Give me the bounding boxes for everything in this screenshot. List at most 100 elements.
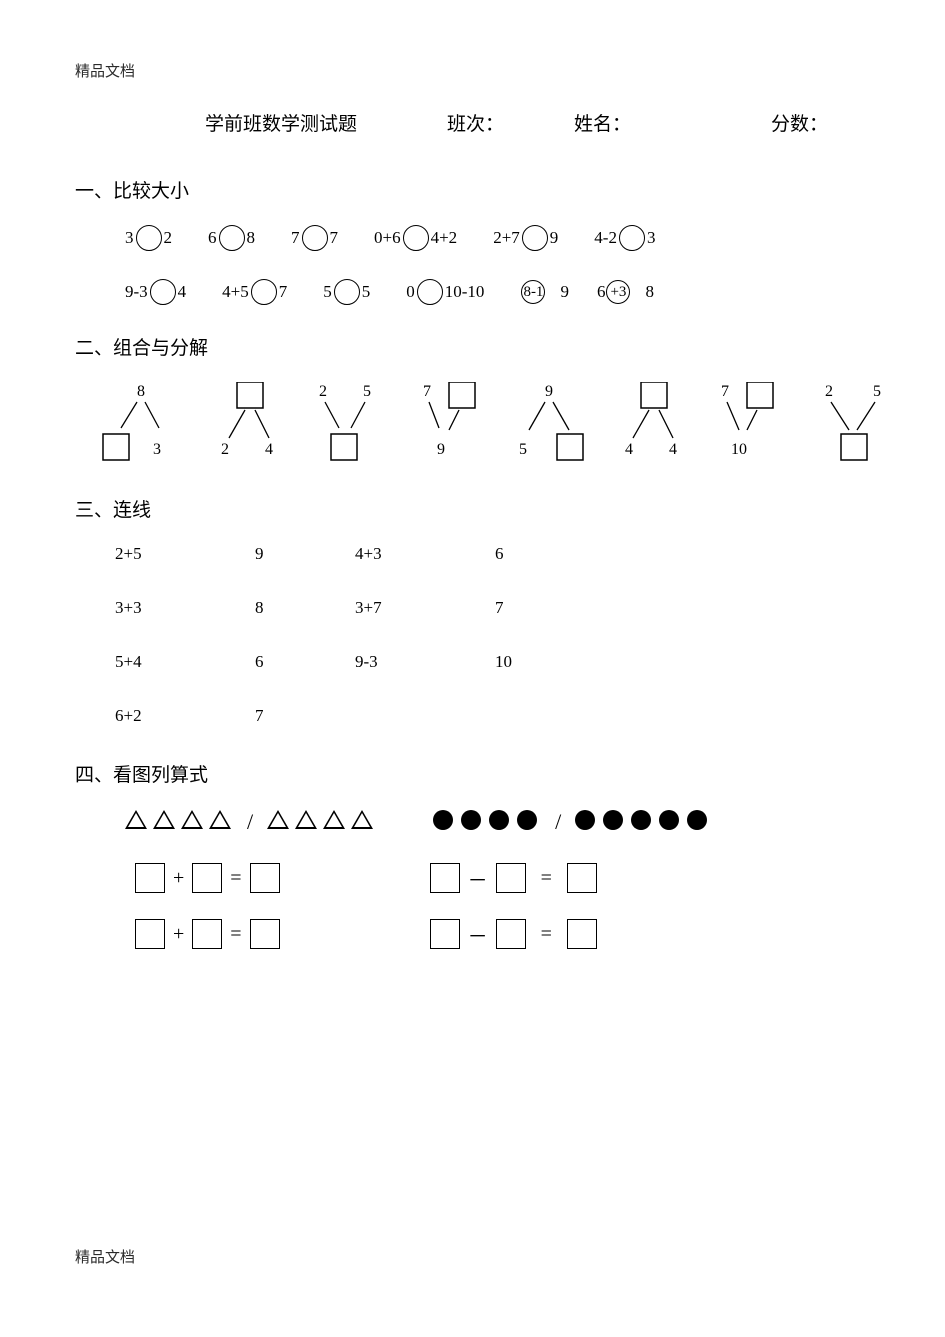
match-answer: 7: [495, 598, 595, 618]
compare-row-2: 9-3 4 4+5 7 5 5 0 10-10 8-1 9 6+3 8: [125, 279, 870, 305]
header-watermark: 精品文档: [75, 60, 870, 81]
match-answer: [495, 706, 595, 726]
equation-right: － =: [425, 863, 602, 893]
cmp-left: 0+6: [374, 228, 401, 248]
triangle-icon: [181, 810, 203, 829]
cmp-item: 5 5: [323, 279, 370, 305]
decomp-top: 7: [423, 383, 431, 400]
decomp-right: 4: [669, 441, 677, 458]
separator-slash: /: [555, 809, 561, 835]
section2-heading: 二、组合与分解: [75, 333, 870, 360]
answer-box: [430, 919, 460, 949]
match-answer: 7: [255, 706, 355, 726]
circled-value: +3: [606, 280, 630, 304]
cmp-item: 6 8: [208, 225, 255, 251]
circled-value: 8-1: [521, 280, 545, 304]
cmp-left: 2+7: [493, 228, 520, 248]
dot-icon: [461, 810, 481, 830]
cmp-right: 2: [164, 228, 173, 248]
operator-minus: －: [468, 864, 488, 893]
answer-box: [135, 919, 165, 949]
cmp-left: 4+5: [222, 282, 249, 302]
cmp-left: 4-2: [594, 228, 617, 248]
match-answer: 10: [495, 652, 595, 672]
triangle-icon: [323, 810, 345, 829]
cmp-left: 3: [125, 228, 134, 248]
triangle-group-left: [125, 810, 233, 834]
equation-left: + =: [130, 863, 285, 893]
cmp-item: 4+5 7: [222, 279, 287, 305]
equals-sign: =: [230, 867, 241, 890]
compare-circle: [417, 279, 443, 305]
cmp-left-prefix: 6: [597, 282, 606, 302]
decomp-right: 4: [265, 441, 273, 458]
compare-circle: [522, 225, 548, 251]
cmp-left: 0: [406, 282, 415, 302]
compare-circle: [619, 225, 645, 251]
decomp-right: 3: [153, 441, 161, 458]
decomp-bottom: 10: [731, 441, 747, 458]
answer-box: [192, 863, 222, 893]
worksheet-page: 精品文档 学前班数学测试题 班次： 姓名： 分数： 一、比较大小 3 2 6 8…: [0, 0, 945, 1337]
decomp-left: 2: [825, 383, 833, 400]
match-expr: 3+7: [355, 598, 495, 618]
answer-box: [192, 919, 222, 949]
matching-table: 2+5 9 4+3 6 3+3 8 3+7 7 5+4 6 9-3 10 6+2…: [115, 544, 870, 726]
dot-icon: [575, 810, 595, 830]
separator-slash: /: [247, 809, 253, 835]
answer-box: [430, 863, 460, 893]
operator-plus: +: [173, 923, 184, 946]
dot-icon: [489, 810, 509, 830]
answer-box: [496, 863, 526, 893]
cmp-left: 9-3: [125, 282, 148, 302]
answer-box: [250, 863, 280, 893]
match-answer: 6: [255, 652, 355, 672]
answer-box: [135, 863, 165, 893]
match-expr: 9-3: [355, 652, 495, 672]
title-row: 学前班数学测试题 班次： 姓名： 分数：: [205, 109, 870, 136]
cmp-item: 4-2 3: [594, 225, 655, 251]
answer-box: [331, 434, 357, 460]
cmp-right: 8: [247, 228, 256, 248]
section3-heading: 三、连线: [75, 495, 870, 522]
cmp-right: 7: [279, 282, 288, 302]
operator-plus: +: [173, 867, 184, 890]
match-answer: 8: [255, 598, 355, 618]
triangle-icon: [125, 810, 147, 829]
cmp-left: 7: [291, 228, 300, 248]
answer-box: [841, 434, 867, 460]
picture-row: / /: [125, 809, 870, 835]
cmp-right: 9: [560, 282, 569, 302]
section4-heading: 四、看图列算式: [75, 760, 870, 787]
answer-box: [237, 382, 263, 408]
decomp-right: 5: [873, 383, 881, 400]
cmp-item: 0+6 4+2: [374, 225, 457, 251]
score-label: 分数：: [771, 109, 828, 136]
match-row: 5+4 6 9-3 10: [115, 652, 870, 672]
match-row: 3+3 8 3+7 7: [115, 598, 870, 618]
equation-right: － =: [425, 919, 602, 949]
match-answer: 6: [495, 544, 595, 564]
match-answer: 9: [255, 544, 355, 564]
cmp-right: 8: [645, 282, 654, 302]
answer-box: [747, 382, 773, 408]
answer-box: [641, 382, 667, 408]
match-expr: 4+3: [355, 544, 495, 564]
compare-circle: [403, 225, 429, 251]
equals-sign: =: [541, 923, 552, 946]
answer-box: [557, 434, 583, 460]
cmp-right: 5: [362, 282, 371, 302]
decomposition-svg: 8 3 2 4 2 5: [95, 382, 915, 472]
compare-circle: [334, 279, 360, 305]
cmp-item: 0 10-10: [406, 279, 484, 305]
decomp-top: 8: [137, 383, 145, 400]
match-row: 2+5 9 4+3 6: [115, 544, 870, 564]
answer-box: [496, 919, 526, 949]
dot-icon: [433, 810, 453, 830]
match-expr: 2+5: [115, 544, 255, 564]
dot-group-right: [575, 810, 711, 835]
compare-circle: [251, 279, 277, 305]
dot-icon: [631, 810, 651, 830]
equals-sign: =: [230, 923, 241, 946]
triangle-group-right: [267, 810, 375, 834]
